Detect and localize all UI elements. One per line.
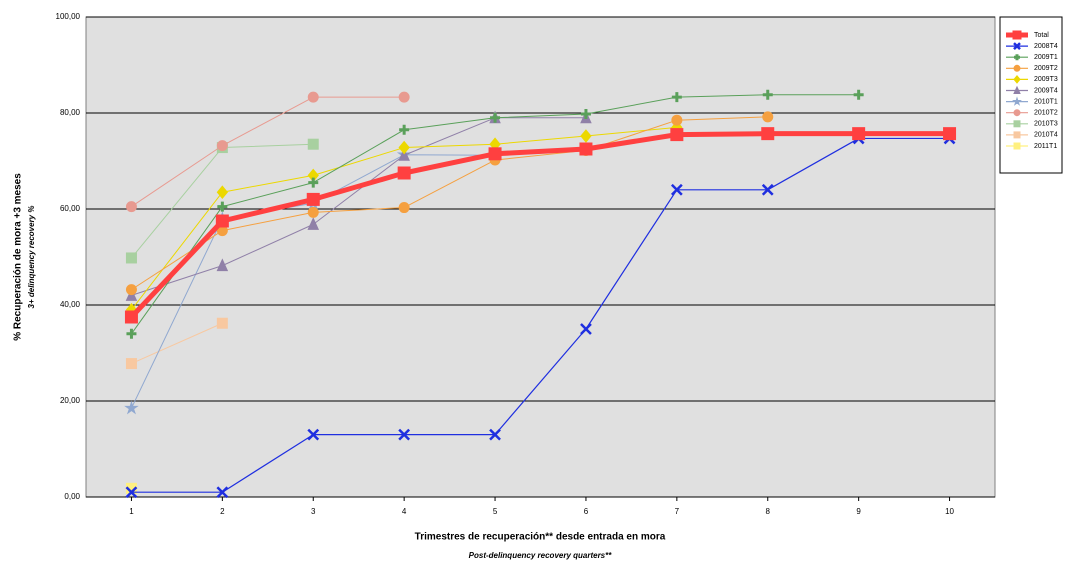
legend-marker [1012, 96, 1022, 106]
marker [671, 114, 683, 126]
marker [216, 486, 229, 499]
legend-marker [1013, 42, 1021, 50]
marker [580, 108, 591, 119]
marker [398, 428, 411, 441]
x-tick-label: 7 [675, 507, 680, 516]
marker [398, 202, 410, 214]
x-tick-label: 2 [220, 507, 225, 516]
marker [308, 177, 319, 188]
x-tick-label: 5 [493, 507, 498, 516]
marker [124, 400, 139, 415]
legend-label: 2010T2 [1034, 110, 1058, 117]
y-tick-label: 80,00 [60, 108, 81, 117]
y-tick-label: 0,00 [64, 492, 80, 501]
legend-marker [1013, 142, 1021, 150]
legend-label: 2009T3 [1034, 76, 1058, 83]
marker [761, 183, 774, 196]
marker [307, 206, 319, 218]
y-tick-label: 40,00 [60, 300, 81, 309]
legend-label: Total [1034, 32, 1049, 39]
marker [307, 91, 319, 103]
marker [125, 284, 137, 296]
x-tick-label: 10 [945, 507, 954, 516]
marker [125, 486, 138, 499]
y-tick-label: 20,00 [60, 396, 81, 405]
series-line [131, 117, 586, 296]
x-tick-label: 6 [584, 507, 589, 516]
y-axis-subtitle: 3+ delinquency recovery % [27, 206, 36, 309]
marker [307, 217, 320, 230]
marker [488, 147, 502, 161]
marker [306, 192, 320, 206]
legend-marker [1014, 54, 1020, 61]
series-line [131, 96, 405, 208]
marker [580, 129, 592, 143]
marker [398, 140, 410, 155]
y-tick-label: 60,00 [60, 204, 81, 213]
series-line [131, 137, 950, 493]
marker [398, 91, 410, 103]
marker [216, 258, 229, 272]
legend-label: 2010T4 [1034, 132, 1058, 139]
marker [307, 428, 320, 441]
legend-marker [1012, 30, 1022, 40]
marker [216, 140, 228, 152]
x-tick-label: 9 [856, 507, 861, 516]
x-tick-label: 8 [766, 507, 771, 516]
y-axis-title: % Recuperación de mora +3 meses [13, 173, 24, 341]
plot-area [85, 16, 996, 498]
marker [215, 214, 229, 228]
series-line [131, 322, 223, 365]
legend-marker [1013, 64, 1021, 72]
marker [397, 166, 411, 180]
marker [217, 201, 228, 212]
marker [490, 112, 501, 123]
x-tick-label: 4 [402, 507, 407, 516]
y-tick-label: 100,00 [56, 12, 81, 21]
legend-label: 2009T4 [1034, 87, 1058, 94]
x-tick-label: 3 [311, 507, 316, 516]
marker [216, 185, 229, 199]
marker [762, 89, 773, 100]
legend-label: 2009T2 [1034, 65, 1058, 72]
legend-label: 2008T4 [1034, 43, 1058, 50]
legend-label: 2011T1 [1034, 143, 1057, 150]
legend-marker [1013, 109, 1021, 117]
marker [761, 127, 775, 141]
x-axis-subtitle: Post-delinquency recovery quarters** [469, 551, 613, 560]
series-line [129, 131, 950, 319]
marker [399, 124, 410, 135]
legend-marker [1013, 120, 1021, 128]
marker [579, 142, 593, 156]
series-line [131, 116, 768, 291]
marker [398, 148, 410, 161]
legend-label: 2010T1 [1034, 98, 1058, 105]
x-tick-label: 1 [129, 507, 134, 516]
marker [852, 127, 866, 141]
marker [125, 201, 137, 213]
marker [580, 323, 592, 335]
marker [126, 328, 137, 339]
marker [671, 92, 682, 103]
marker [943, 127, 957, 141]
marker [124, 310, 138, 324]
marker [489, 428, 501, 441]
x-axis-title: Trimestres de recuperación** desde entra… [415, 532, 666, 543]
marker [125, 358, 137, 370]
legend-label: 2010T3 [1034, 121, 1058, 128]
marker [216, 317, 228, 329]
legend-marker [1013, 85, 1021, 94]
legend-label: 2009T1 [1034, 54, 1058, 61]
marker [853, 89, 864, 100]
marker [307, 138, 319, 150]
marker [670, 128, 684, 142]
legend-box [999, 16, 1063, 174]
legend-marker [1013, 75, 1021, 84]
marker [125, 252, 137, 264]
marker [762, 111, 774, 123]
marker [670, 183, 683, 196]
legend-marker [1013, 131, 1021, 139]
